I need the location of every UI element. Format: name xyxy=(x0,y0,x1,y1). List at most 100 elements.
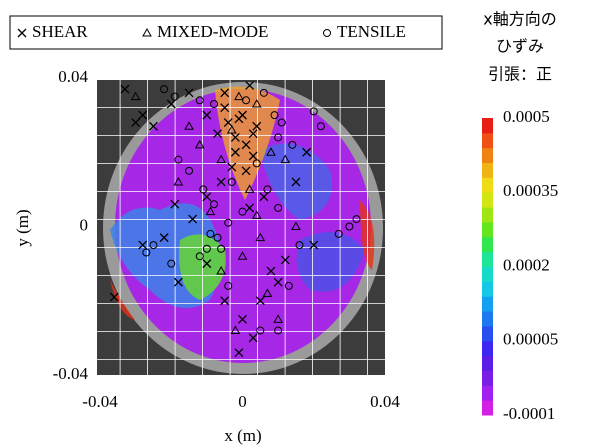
point xyxy=(138,110,148,120)
colorbar-band xyxy=(482,162,493,178)
y-tick-label: 0 xyxy=(80,215,89,234)
point xyxy=(259,88,268,97)
point xyxy=(195,252,204,261)
point xyxy=(248,151,258,161)
point xyxy=(245,203,255,213)
colorbar-band xyxy=(482,147,493,164)
point xyxy=(220,296,230,306)
point xyxy=(230,325,241,334)
point xyxy=(195,96,204,105)
legend-label: MIXED-MODE xyxy=(157,22,268,41)
legend-label: TENSILE xyxy=(337,22,406,41)
point xyxy=(274,203,283,212)
point xyxy=(202,110,212,120)
colorbar-band xyxy=(482,340,493,357)
legend-marker xyxy=(17,28,27,38)
point xyxy=(291,177,301,187)
point xyxy=(109,292,119,302)
point xyxy=(230,147,240,157)
point xyxy=(252,159,261,168)
point xyxy=(255,232,266,242)
legend-label: SHEAR xyxy=(32,22,88,41)
colorbar-title: ひずみ xyxy=(496,37,544,56)
point xyxy=(238,207,247,216)
point xyxy=(245,80,255,90)
point xyxy=(184,88,194,98)
point xyxy=(202,244,211,253)
point xyxy=(226,124,237,134)
point xyxy=(217,244,226,253)
point xyxy=(148,121,158,131)
point xyxy=(273,314,283,323)
point xyxy=(273,277,283,287)
point xyxy=(138,240,148,250)
point xyxy=(210,200,218,209)
colorbar-band xyxy=(482,251,493,267)
point xyxy=(167,259,176,268)
point xyxy=(251,98,262,108)
colorbar-band xyxy=(482,132,493,149)
colorbar-band xyxy=(482,400,493,416)
point xyxy=(280,255,290,265)
point xyxy=(220,103,230,113)
point xyxy=(202,259,212,269)
point xyxy=(266,266,276,276)
colorbar-tick-label: 0.0005 xyxy=(503,107,550,126)
point xyxy=(220,88,230,98)
x-tick-label: 0 xyxy=(238,392,247,411)
point xyxy=(216,177,226,187)
colorbar-band xyxy=(482,311,493,327)
point xyxy=(234,114,244,124)
point xyxy=(170,92,179,101)
point xyxy=(302,147,312,157)
y-axis-label: y (m) xyxy=(13,209,32,246)
point xyxy=(227,162,237,172)
point xyxy=(274,326,283,335)
colorbar-band xyxy=(482,266,493,282)
colorbar-title: x軸方向の xyxy=(483,10,556,29)
point xyxy=(309,107,318,116)
point xyxy=(199,185,208,194)
legend-box xyxy=(9,15,443,50)
legend-marker xyxy=(142,27,152,37)
point xyxy=(234,91,244,101)
point xyxy=(262,288,273,297)
point xyxy=(280,154,291,164)
colorbar-band xyxy=(482,207,493,223)
point xyxy=(205,206,216,216)
point xyxy=(334,229,343,238)
point xyxy=(284,281,293,290)
y-tick-label: -0.04 xyxy=(53,364,89,383)
point xyxy=(234,348,244,358)
point xyxy=(309,240,319,250)
point xyxy=(241,166,251,176)
point xyxy=(230,132,240,142)
point xyxy=(295,241,304,250)
point xyxy=(224,218,233,227)
point xyxy=(224,281,233,290)
colorbar-band xyxy=(482,192,493,208)
colorbar-band xyxy=(482,118,493,134)
point xyxy=(252,121,262,131)
point xyxy=(238,314,247,324)
point xyxy=(274,133,283,142)
colorbar-band xyxy=(482,355,493,371)
point xyxy=(244,184,255,193)
colorbar-band xyxy=(482,236,493,253)
point xyxy=(202,192,212,202)
point xyxy=(160,85,169,94)
point xyxy=(213,233,222,242)
point xyxy=(216,154,226,164)
point xyxy=(242,96,251,105)
point xyxy=(184,121,194,130)
point xyxy=(352,215,361,224)
point xyxy=(216,266,226,275)
point xyxy=(194,139,205,149)
point xyxy=(251,210,262,219)
colorbar-tick-label: 0.0002 xyxy=(503,255,550,274)
point xyxy=(149,241,158,250)
colorbar-band xyxy=(482,296,493,312)
point xyxy=(270,111,279,120)
x-tick-label: -0.04 xyxy=(82,392,118,411)
